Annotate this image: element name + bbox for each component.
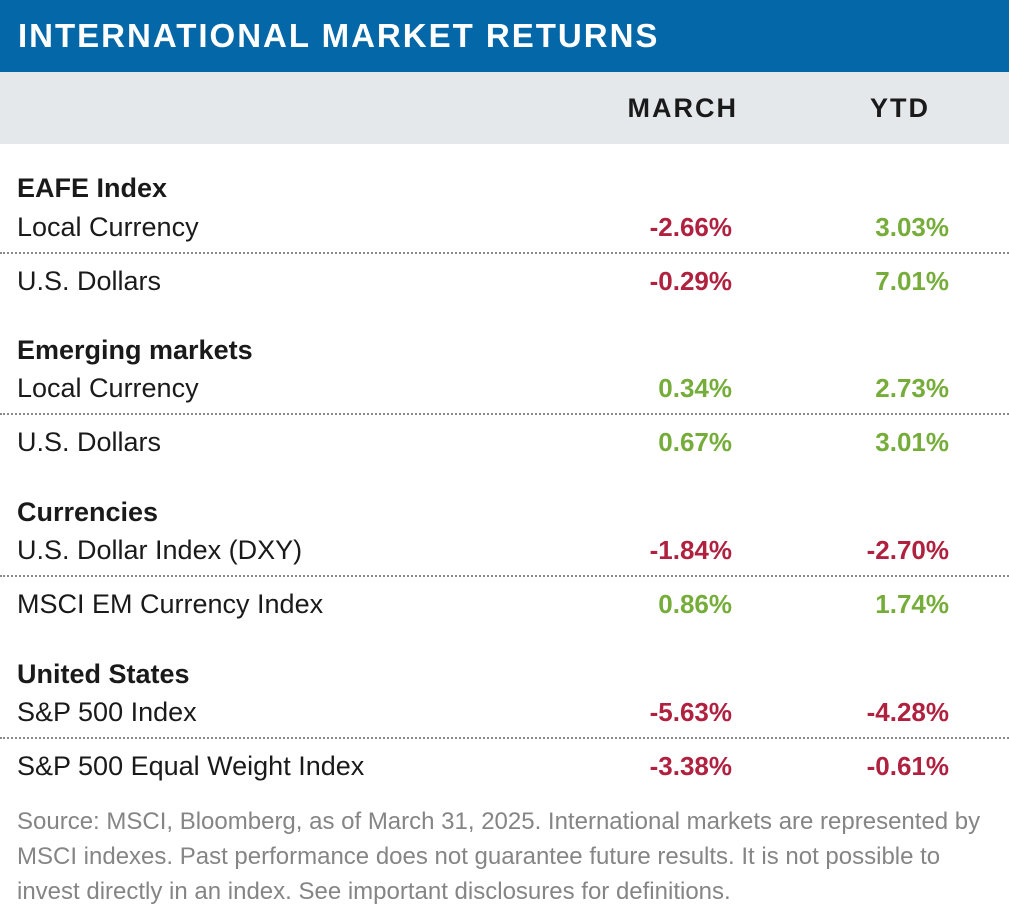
row-divider (0, 737, 1009, 739)
title-bar: INTERNATIONAL MARKET RETURNS (0, 0, 1009, 72)
row-label: Local Currency (17, 373, 199, 403)
march-value: -5.63% (649, 697, 732, 727)
row-label: Local Currency (17, 212, 199, 242)
row-label: U.S. Dollars (17, 266, 162, 296)
row-label: S&P 500 Equal Weight Index (17, 751, 365, 781)
march-value: -1.84% (649, 535, 732, 565)
ytd-value: 2.73% (875, 373, 949, 403)
table-row: Local Currency -2.66% 3.03% (0, 202, 1009, 252)
ytd-value: 1.74% (875, 589, 949, 619)
ytd-value: 7.01% (875, 266, 949, 296)
column-header-march: MARCH (627, 93, 738, 123)
march-value: 0.86% (658, 589, 732, 619)
row-divider (0, 413, 1009, 415)
ytd-value: -2.70% (866, 535, 949, 565)
row-label: U.S. Dollar Index (DXY) (17, 535, 303, 565)
table-title: INTERNATIONAL MARKET RETURNS (18, 17, 660, 54)
ytd-value: -4.28% (866, 697, 949, 727)
march-value: -3.38% (649, 751, 732, 781)
march-value: 0.34% (658, 373, 732, 403)
column-header-row: MARCH YTD (0, 72, 1009, 144)
group-title: EAFE Index (17, 173, 168, 203)
table-row: Local Currency 0.34% 2.73% (0, 363, 1009, 413)
row-label: MSCI EM Currency Index (17, 589, 324, 619)
table-row: MSCI EM Currency Index 0.86% 1.74% (0, 579, 1009, 629)
table-row: U.S. Dollars 0.67% 3.01% (0, 417, 1009, 467)
ytd-value: 3.03% (875, 212, 949, 242)
group-title: Emerging markets (17, 335, 253, 365)
table-row: U.S. Dollars -0.29% 7.01% (0, 256, 1009, 306)
table-row: S&P 500 Equal Weight Index -3.38% -0.61% (0, 741, 1009, 791)
march-value: -0.29% (649, 266, 732, 296)
ytd-value: 3.01% (875, 427, 949, 457)
row-label: U.S. Dollars (17, 427, 162, 457)
ytd-value: -0.61% (866, 751, 949, 781)
table-row: S&P 500 Index -5.63% -4.28% (0, 687, 1009, 737)
source-footnote: Source: MSCI, Bloomberg, as of March 31,… (17, 808, 981, 905)
row-label: S&P 500 Index (17, 697, 197, 727)
row-divider (0, 252, 1009, 254)
march-value: 0.67% (658, 427, 732, 457)
row-divider (0, 575, 1009, 577)
table-row: U.S. Dollar Index (DXY) -1.84% -2.70% (0, 525, 1009, 575)
group-title: Currencies (17, 497, 159, 527)
column-header-ytd: YTD (870, 93, 930, 123)
march-value: -2.66% (649, 212, 732, 242)
group-title: United States (17, 659, 190, 689)
